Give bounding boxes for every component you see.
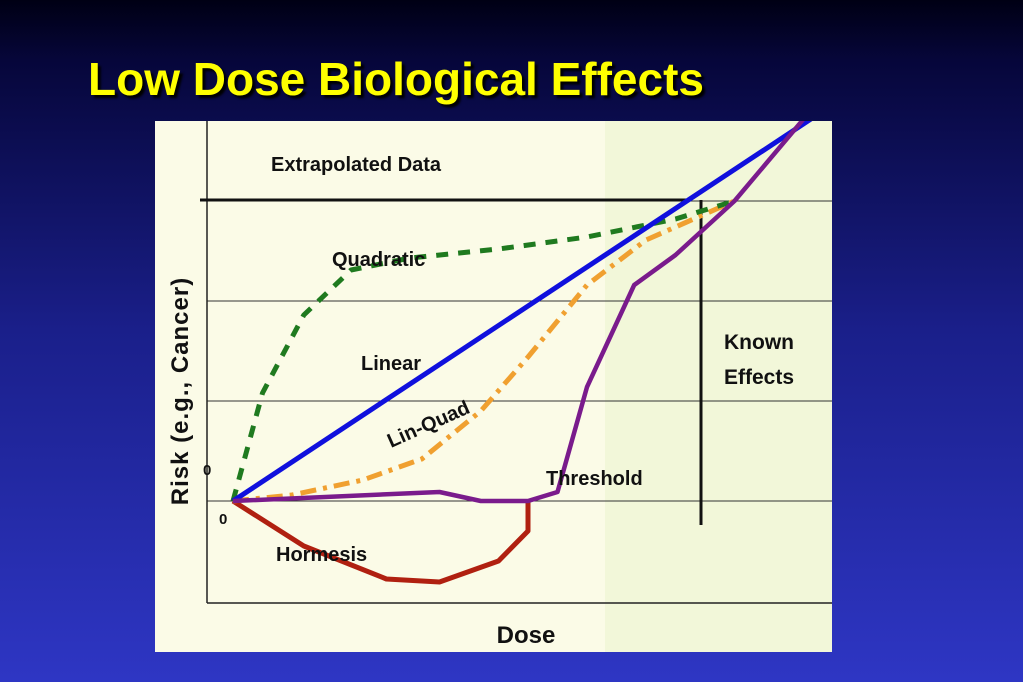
series-label-quadratic: Quadratic	[332, 249, 425, 271]
extrapolated-label: Extrapolated Data	[271, 154, 442, 176]
series-line-lin-quad	[232, 198, 736, 504]
y-zero-label: 0	[203, 462, 211, 479]
x-axis-label: Dose	[497, 622, 556, 649]
series-line-threshold	[232, 121, 805, 504]
chart-panel: Extrapolated Data Known Effects Quadrati…	[155, 121, 832, 652]
known-label-line2: Effects	[724, 366, 794, 389]
x-zero-label: 0	[219, 511, 227, 528]
series-label-hormesis: Hormesis	[276, 544, 367, 566]
series-line-linear	[231, 121, 813, 504]
series-label-threshold: Threshold	[546, 468, 643, 490]
series-label-linear: Linear	[361, 353, 421, 375]
known-label-line1: Known	[724, 331, 794, 354]
slide-title: Low Dose Biological Effects	[88, 53, 704, 105]
series-layer	[230, 121, 813, 585]
series-line-quadratic	[230, 198, 736, 502]
series-line-hormesis	[231, 498, 531, 585]
y-axis-label: Risk (e.g., Cancer)	[167, 277, 194, 505]
dose-response-chart: Extrapolated Data Known Effects Quadrati…	[155, 121, 832, 652]
